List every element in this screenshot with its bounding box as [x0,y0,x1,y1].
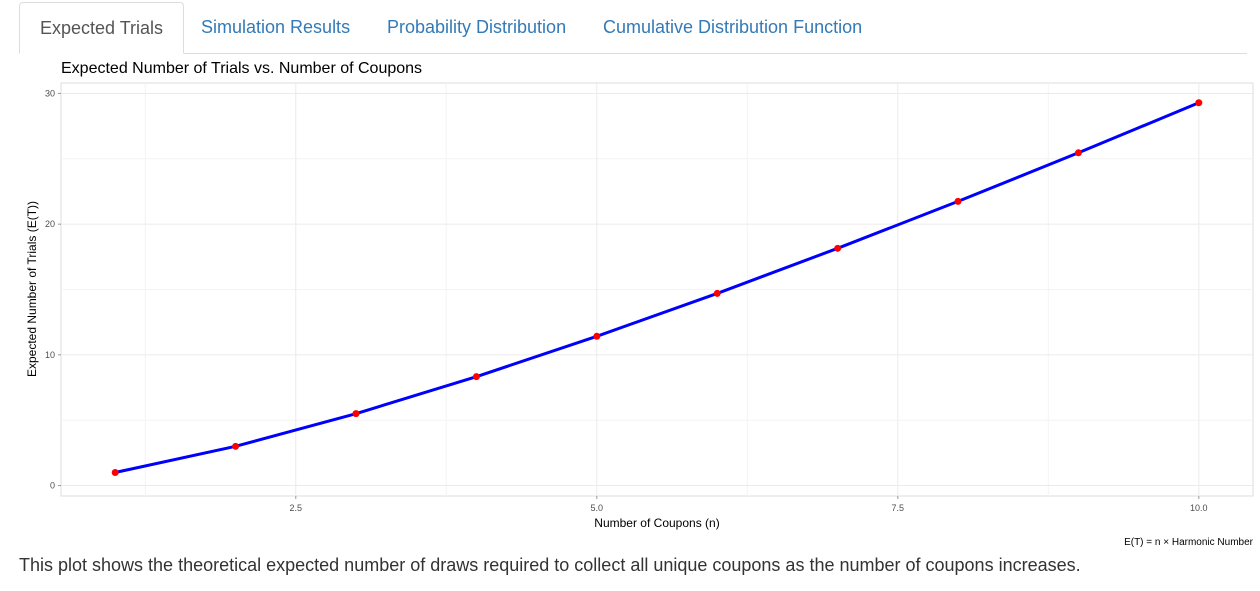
data-point [232,442,240,450]
data-point [472,373,480,381]
y-tick-label: 30 [45,88,55,98]
axis-ticks: 2.5 5.0 7.5 10.0 0 10 20 30 [45,88,1208,513]
grid-lines [61,83,1253,496]
x-tick-label: 5.0 [591,503,604,513]
tab-cumulative-distribution-function[interactable]: Cumulative Distribution Function [603,17,863,37]
y-tick-label: 0 [50,481,55,491]
data-point [954,197,962,205]
data-point [352,410,360,418]
plot-description: This plot shows the theoretical expected… [19,555,1081,575]
data-point [834,244,842,252]
data-point [1074,149,1082,157]
tab-probability-distribution[interactable]: Probability Distribution [387,17,567,37]
data-point [1195,99,1203,107]
x-tick-label: 7.5 [892,503,905,513]
tab-expected-trials[interactable]: Expected Trials [19,2,185,54]
tab-simulation-results[interactable]: Simulation Results [201,17,351,37]
x-axis-label: Number of Coupons (n) [594,516,719,530]
chart-title: Expected Number of Trials vs. Number of … [61,60,422,77]
chart-caption: E(T) = n × Harmonic Number [1124,537,1254,548]
series-layer [111,99,1203,476]
y-tick-label: 20 [45,219,55,229]
data-point [111,468,119,476]
series-line [114,101,1200,474]
tab-bar: Expected Trials Simulation Results Proba… [19,2,1247,54]
line-chart: Expected Number of Trials vs. Number of … [25,60,1254,548]
x-tick-label: 2.5 [290,503,303,513]
y-axis-label: Expected Number of Trials (E(T)) [25,201,39,377]
x-tick-label: 10.0 [1190,503,1208,513]
data-point [713,289,721,297]
y-tick-label: 10 [45,350,55,360]
data-point [593,332,601,340]
